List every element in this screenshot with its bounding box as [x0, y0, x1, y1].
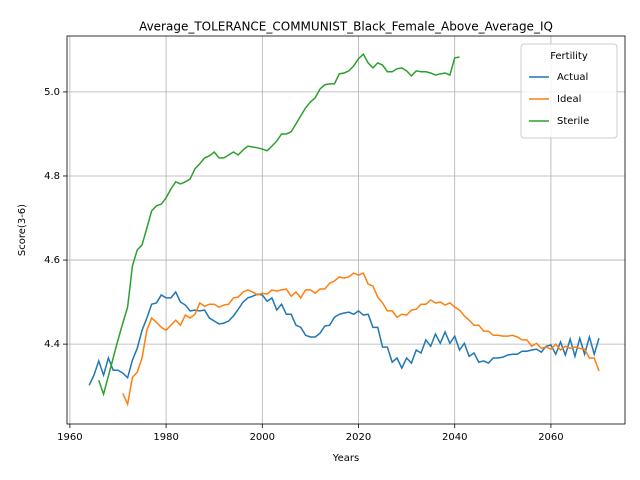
x-tick-label: 2040 — [442, 432, 467, 443]
series-line — [88, 290, 600, 386]
legend-label: Actual — [557, 72, 588, 83]
chart-title: Average_TOLERANCE_COMMUNIST_Black_Female… — [139, 20, 553, 34]
legend-box — [520, 43, 618, 139]
y-axis-label: Score(3-6) — [17, 204, 28, 256]
series-line — [122, 272, 600, 407]
series-line — [98, 52, 460, 397]
y-tick-label: 4.8 — [44, 171, 60, 182]
x-tick-label: 1980 — [153, 432, 178, 443]
x-tick-label: 2060 — [538, 432, 563, 443]
x-tick-label: 1960 — [57, 432, 82, 443]
y-tick-label: 4.6 — [44, 255, 60, 266]
legend-label: Sterile — [557, 116, 589, 127]
legend-title: Fertility — [550, 51, 588, 62]
x-tick-label: 2000 — [250, 432, 275, 443]
x-tick-label: 2020 — [346, 432, 371, 443]
legend-label: Ideal — [557, 94, 581, 105]
y-tick-label: 4.4 — [44, 339, 60, 350]
y-tick-label: 5.0 — [44, 87, 60, 98]
x-axis-label: Years — [332, 453, 359, 464]
plot-frame — [66, 35, 626, 425]
